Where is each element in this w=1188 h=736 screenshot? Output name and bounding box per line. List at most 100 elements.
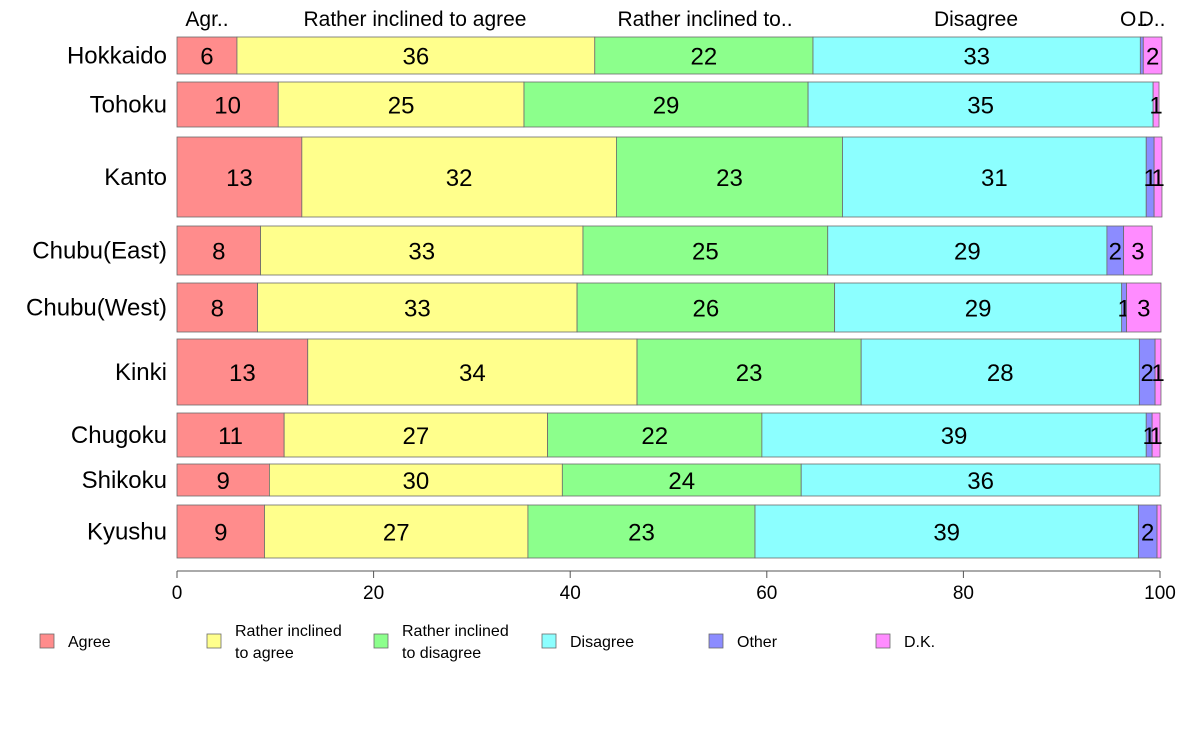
category-label-chubu-east: Chubu(East) [32,238,167,265]
bar-tohoku-d-k [1152,81,1160,128]
category-label-tohoku: Tohoku [90,92,167,119]
bar-chubu-east-rather-inclined-to-disagree [582,225,829,276]
data-label-shikoku-rather-inclined-to-agree: 30 [403,468,430,495]
data-label-kyushu-rather-inclined-to-disagree: 23 [628,520,655,547]
bar-kanto-rather-inclined-to-disagree [616,136,843,218]
data-label-kinki-other: 2 [1141,360,1154,387]
data-label-hokkaido-disagree: 33 [963,44,990,71]
x-tick-label-20: 20 [363,583,384,604]
data-label-chubu-east-agree: 8 [212,239,225,266]
legend-swatch-rather-inclined-to-disagree [373,633,389,649]
category-label-kanto: Kanto [104,164,167,191]
legend-item-disagree: Disagree [541,633,634,651]
bar-shikoku-disagree [800,463,1161,497]
legend-item-rather-inclined-to-disagree: Rather inclined to disagree [373,623,509,662]
bar-chubu-east-agree [176,225,261,276]
legend-text-rather-inclined-to-disagree-2: to disagree [402,645,481,662]
legend-text-rather-inclined-to-agree-2: to agree [235,645,294,662]
x-tick-label-40: 40 [560,583,581,604]
data-label-chugoku-rather-inclined-to-disagree: 22 [641,423,668,450]
legend-swatch-disagree [541,633,557,649]
bar-kyushu-disagree [754,504,1139,559]
x-tick-label-60: 60 [756,583,777,604]
data-label-chugoku-agree: 11 [218,423,243,450]
data-label-chubu-east-d-k: 3 [1131,239,1144,266]
bar-chugoku-disagree [761,412,1147,458]
data-label-kanto-rather-inclined-to-agree: 32 [446,165,473,192]
column-label-1: Agr.. [185,8,228,31]
legend-item-agree: Agree [39,633,111,651]
data-label-kinki-d-k: 1 [1151,360,1164,387]
bar-shikoku-agree [176,463,270,497]
bar-tohoku-rather-inclined-to-agree [277,81,525,128]
data-label-chubu-west-rather-inclined-to-agree: 33 [404,296,431,323]
data-label-chubu-east-other: 2 [1109,239,1122,266]
data-label-chubu-west-agree: 8 [211,296,224,323]
data-label-tohoku-disagree: 35 [967,93,994,120]
data-label-tohoku-d-k: 1 [1149,93,1162,120]
data-label-hokkaido-rather-inclined-to-agree: 36 [403,44,430,71]
data-label-hokkaido-rather-inclined-to-disagree: 22 [691,44,718,71]
data-label-kinki-rather-inclined-to-agree: 34 [459,360,486,387]
bar-chugoku-d-k [1151,412,1161,458]
column-header-labels: Agr.. Rather inclined to agree Rather incl… [185,8,1165,31]
data-label-chubu-east-disagree: 29 [954,239,981,266]
legend-swatch-agree [39,633,55,649]
bar-chubu-east-disagree [827,225,1108,276]
data-label-kinki-agree: 13 [229,360,256,387]
data-label-kyushu-rather-inclined-to-agree: 27 [383,520,410,547]
column-label-2: Rather inclined to agree [304,8,527,31]
legend-item-other: Other [708,633,778,651]
bar-hokkaido-other [1139,36,1144,75]
bar-kyushu-rather-inclined-to-agree [264,504,529,559]
bar-chubu-east-rather-inclined-to-agree [260,225,584,276]
x-axis: 0 20 40 60 80 100 [172,570,1176,604]
bar-shikoku-rather-inclined-to-disagree [561,463,802,497]
column-label-3: Rather inclined to.. [617,8,792,31]
data-label-kanto-d-k: 1 [1151,165,1164,192]
bar-tohoku-rather-inclined-to-disagree [523,81,809,128]
data-label-chubu-west-disagree: 29 [965,296,992,323]
column-label-4: Disagree [934,8,1018,31]
bar-hokkaido-d-k [1142,36,1163,75]
bar-kanto-d-k [1153,136,1163,218]
bar-chubu-west-rather-inclined-to-disagree [576,282,836,333]
data-label-hokkaido-d-k: 2 [1146,44,1159,71]
x-tick-label-0: 0 [172,583,183,604]
bar-chubu-west-rather-inclined-to-agree [257,282,578,333]
data-label-kinki-rather-inclined-to-disagree: 23 [736,360,763,387]
data-label-kanto-rather-inclined-to-disagree: 23 [716,165,743,192]
data-label-kyushu-disagree: 39 [933,520,960,547]
category-label-kinki: Kinki [115,359,167,386]
bar-chubu-west-disagree [834,282,1123,333]
legend-item-d-k: D.K. [875,633,935,651]
bar-shikoku-rather-inclined-to-agree [269,463,563,497]
data-label-kinki-disagree: 28 [987,360,1014,387]
category-label-kyushu: Kyushu [87,519,167,546]
legend-text-rather-inclined-to-agree-1: Rather inclined [235,623,342,640]
bar-chugoku-rather-inclined-to-disagree [547,412,763,458]
bar-chubu-east-d-k [1123,225,1153,276]
legend-text-agree: Agree [68,634,111,651]
category-label-shikoku: Shikoku [82,467,167,494]
bar-kinki-disagree [860,338,1140,406]
bar-kyushu-d-k [1156,504,1162,559]
legend-item-rather-inclined-to-agree: Rather inclined to agree [206,623,342,662]
data-label-shikoku-disagree: 36 [967,468,994,495]
data-label-chugoku-d-k: 1 [1149,423,1162,450]
data-label-kyushu-agree: 9 [214,520,227,547]
bar-kanto-agree [176,136,303,218]
data-label-kyushu-other: 2 [1141,520,1154,547]
data-label-chubu-west-rather-inclined-to-disagree: 26 [693,296,720,323]
data-label-kanto-other: 1 [1143,165,1156,192]
data-label-chugoku-rather-inclined-to-agree: 27 [403,423,430,450]
data-label-hokkaido-agree: 6 [200,44,213,71]
legend-text-rather-inclined-to-disagree-1: Rather inclined [402,623,509,640]
bar-chugoku-rather-inclined-to-agree [283,412,548,458]
legend-text-d-k: D.K. [904,634,935,651]
x-tick-label-100: 100 [1144,583,1176,604]
legend-swatch-d-k [875,633,891,649]
data-label-tohoku-rather-inclined-to-agree: 25 [388,93,415,120]
bar-kinki-agree [176,338,309,406]
